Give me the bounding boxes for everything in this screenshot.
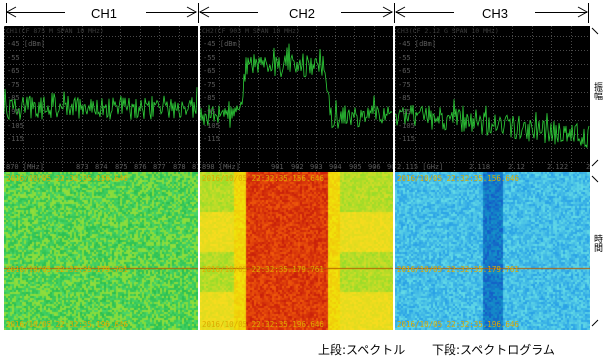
x-tick-label: 878 (173, 163, 186, 171)
span-arrow-left (396, 12, 454, 13)
spectrum-plot (200, 26, 393, 172)
span-tick (394, 3, 395, 23)
x-tick-label: 903 (310, 163, 323, 171)
y-tick-label: -115 (398, 135, 415, 144)
y-tick-label: -115 (203, 135, 220, 144)
y-tick-label: -85 (7, 94, 20, 103)
spectrum-header: CH2(CF 903 M SPAN 10 MHz) (202, 27, 300, 35)
spectrogram-timestamp: 2016/10/05 22:32:35.179.761 (6, 265, 128, 274)
span-arrow-right (341, 12, 392, 13)
ch1-label: CH1 (91, 6, 118, 21)
caption-spectrum: 上段:スペクトル (318, 343, 406, 357)
time-label: 時間 (593, 234, 603, 252)
y-tick-label: -95 (7, 108, 20, 116)
spectrum-plot (4, 26, 198, 172)
y-tick-label: -55 (398, 53, 411, 62)
spectrogram-timestamp: 2016/10/05 22:32:35.156.646 (397, 174, 519, 183)
y-tick-label: -45 [dBm] (203, 40, 241, 48)
spectrogram-canvas (4, 172, 198, 330)
x-tick-label: 875 (115, 163, 128, 171)
span-tick (6, 3, 7, 23)
span-arrow-right (146, 12, 196, 13)
channel-header: CH1 CH2 CH3 (0, 0, 605, 26)
x-tick-label: 901 (271, 163, 284, 171)
span-arrow-right (535, 12, 587, 13)
x-tick-label: 2.118 (469, 163, 491, 171)
x-tick-label: 906 (368, 163, 381, 171)
x-tick-label: 877 (153, 163, 166, 171)
y-tick-label: -55 (7, 53, 20, 62)
x-tick-label: 2.1 (586, 163, 590, 171)
span-tick (198, 3, 199, 23)
ch2-spectrum-panel: CH2(CF 903 M SPAN 10 MHz) -45 [dBm] -55 -65… (200, 26, 393, 172)
x-tick-label: 876 (134, 163, 147, 171)
x-tick-label: 879 (192, 163, 198, 171)
y-tick-label: -95 (203, 108, 216, 116)
spectrum-header: CH3(CF 2.12 G SPAN 10 MHz) (397, 27, 499, 35)
x-unit-label: 2.115 [GHz] (397, 163, 444, 171)
x-tick-label: 874 (95, 163, 108, 171)
ch1-spectrogram-panel: 2016/10/05 22:32:35.156.646 2016/10/05 22… (4, 172, 198, 330)
arrow-heads (5, 6, 589, 18)
y-tick-label: -75 (398, 80, 411, 89)
ch3-label: CH3 (482, 6, 509, 21)
span-arrow-left (200, 12, 258, 13)
y-tick-label: -65 (203, 67, 216, 76)
spectrogram-timestamp: 2016/10/05 22:32:35.179.761 (202, 265, 324, 274)
ch1-spectrum-panel: CH1(CF 875 M SPAN 10 MHz) -45 [dBm] -55 -65… (4, 26, 198, 172)
x-tick-label: 2.12 (508, 163, 525, 171)
y-tick-label: -105 (203, 121, 220, 130)
y-tick-label: -65 (398, 67, 411, 76)
spectrogram-canvas (395, 172, 590, 330)
spectrum-trace (200, 43, 393, 129)
y-tick-label: -115 (7, 135, 24, 144)
ch2-label: CH2 (289, 6, 316, 21)
x-tick-label: 873 (76, 163, 89, 171)
y-tick-label: -75 (7, 80, 20, 89)
y-tick-label: -105 (7, 121, 24, 130)
spectrum-trace (4, 87, 198, 121)
spectrogram-canvas (200, 172, 393, 330)
y-tick-label: -45 [dBm] (398, 40, 436, 48)
span-tick (588, 3, 589, 23)
x-tick-label: 2.122 (547, 163, 569, 171)
side-brackets (591, 27, 599, 327)
x-tick-label: 902 (291, 163, 304, 171)
spectrogram-timestamp: 2016/10/05 22:32:35.196.646 (397, 320, 519, 329)
y-tick-label: -45 [dBm] (7, 40, 45, 48)
ch2-spectrogram-panel: 2016/10/05 22:32:35.156.646 2016/10/05 22… (200, 172, 393, 330)
spectrogram-timestamp: 2016/10/05 22:32:35.196.646 (6, 320, 128, 329)
spectrogram-timestamp: 2016/10/05 22:32:35.156.646 (6, 174, 128, 183)
spectrogram-timestamp: 2016/10/05 22:32:35.179.761 (397, 265, 519, 274)
spectrum-plot (395, 26, 590, 172)
y-tick-label: -75 (203, 80, 216, 89)
amplitude-label: 振幅 (593, 82, 603, 100)
ch3-spectrogram-panel: 2016/10/05 22:32:35.156.646 2016/10/05 22… (395, 172, 590, 330)
x-tick-label: 905 (349, 163, 362, 171)
y-tick-label: -95 (398, 108, 411, 116)
spectrum-header: CH1(CF 875 M SPAN 10 MHz) (6, 27, 104, 35)
ch3-spectrum-panel: CH3(CF 2.12 G SPAN 10 MHz) -45 [dBm] -55 -6… (395, 26, 590, 172)
y-tick-label: -65 (7, 67, 20, 76)
x-unit-label: 898 [MHz] (202, 163, 240, 171)
y-tick-label: -85 (203, 94, 216, 103)
spectrum-trace (395, 99, 590, 148)
y-tick-label: -85 (398, 94, 411, 103)
span-arrow-left (7, 12, 65, 13)
x-tick-label: 904 (329, 163, 342, 171)
spectrogram-timestamp: 2016/10/05 22:32:35.196.646 (202, 320, 324, 329)
spectrogram-timestamp: 2016/10/05 22:32:35.156.646 (202, 174, 324, 183)
y-tick-label: -105 (398, 121, 415, 130)
y-tick-label: -55 (203, 53, 216, 62)
caption-spectrogram: 下段:スペクトログラム (432, 343, 555, 357)
x-tick-label: 907 (387, 163, 393, 171)
x-unit-label: 870 [MHz] (6, 163, 44, 171)
